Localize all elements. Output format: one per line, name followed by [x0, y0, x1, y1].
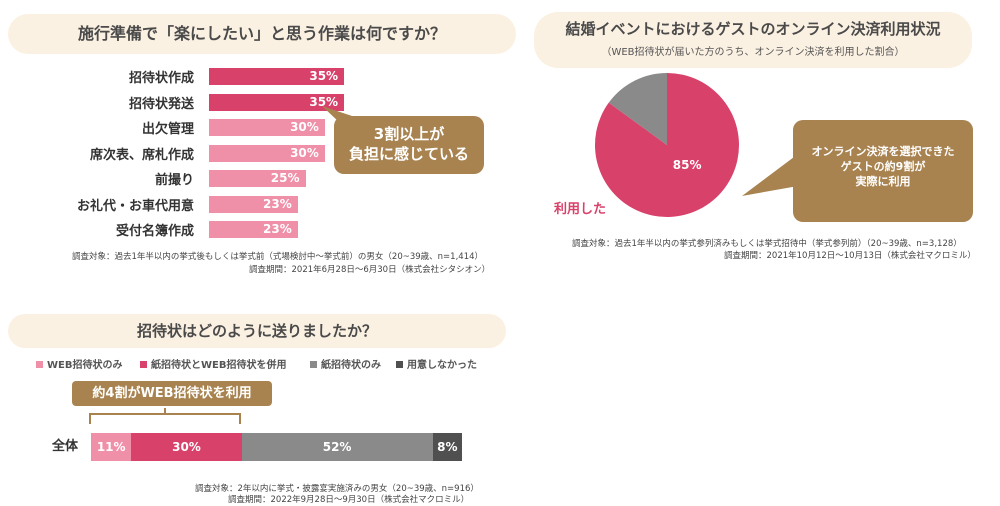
chart1-value-label: 25% [270, 171, 300, 185]
chart1-category-label: お礼代・お車代用意 [76, 198, 194, 214]
chart3-note-subject: 調査対象：2年以内に挙式・披露宴実施済みの男女（20~39歳、n=916） [195, 484, 479, 494]
chart1-bar: 30% [209, 119, 325, 136]
chart1-bar: 23% [209, 195, 298, 213]
chart2-callout-line3: 実際に利用 [855, 175, 911, 188]
chart1-bar: 35% [209, 68, 345, 85]
chart3-note-period: 調査期間：2022年9月28日～9月30日（株式会社マクロミル） [228, 495, 470, 505]
chart1-bar: 30% [209, 144, 325, 162]
chart2-callout: オンライン決済を選択できた ゲストの約9割が 実際に利用 [793, 120, 973, 222]
chart3-category-label: 全体 [52, 439, 79, 454]
chart1-category-label: 招待状作成 [128, 71, 194, 86]
chart1-note-period: 調査期間：2021年6月28日～6月30日（株式会社シタシオン） [249, 265, 491, 275]
legend-label: 用意しなかった [407, 360, 477, 371]
chart3-segment-label: 30% [172, 440, 201, 454]
legend-item-none: 用意しなかった [396, 356, 477, 371]
chart3-callout: 約4割がWEB招待状を利用 [72, 381, 272, 406]
chart2-note-subject: 調査対象：過去1年半以内の挙式参列済みもしくは挙式招待中（挙式参列前）（20~3… [572, 239, 962, 249]
chart2-callout-pointer [742, 154, 798, 196]
chart1-value-label: 23% [263, 222, 292, 236]
chart1-category-label: 出欠管理 [141, 122, 194, 137]
chart1-category-label: 招待状発送 [128, 96, 194, 112]
chart3-segment: 30% [131, 433, 242, 461]
chart1-category-label: 前撮り [154, 173, 194, 188]
legend-item-web-only: WEB招待状のみ [36, 356, 122, 371]
chart2-callout-line2: ゲストの約9割が [840, 160, 926, 173]
chart2-slice-value: 85% [673, 158, 702, 172]
chart3-segment-label: 11% [96, 440, 126, 454]
legend-item-paper-only: 紙招待状のみ [310, 356, 381, 371]
chart1-note-subject: 調査対象：過去1年半以内の挙式後もしくは挙式前（式場検討中～挙式前）の男女（20… [72, 252, 484, 262]
chart3-segment: 8% [432, 433, 462, 461]
chart3-title: 招待状はどのように送りましたか？ [8, 314, 506, 348]
chart1-value-label: 23% [263, 196, 292, 211]
chart2-title: 結婚イベントにおけるゲストのオンライン決済利用状況 [565, 20, 941, 38]
chart1-value-label: 35% [309, 69, 339, 83]
chart1-value-label: 30% [290, 120, 319, 134]
chart1-callout-line1: 3割以上が [373, 125, 445, 143]
chart2-callout-line1: オンライン決済を選択できた [811, 145, 955, 158]
chart3-segment: 11% [91, 433, 132, 461]
legend-label: 紙招待状のみ [321, 360, 381, 371]
chart1-bar: 25% [209, 170, 306, 187]
chart3-bracket [89, 408, 241, 424]
chart1-value-label: 35% [309, 94, 339, 109]
legend-item-both: 紙招待状とWEB招待状を併用 [140, 356, 286, 371]
legend-label: 紙招待状とWEB招待状を併用 [151, 360, 287, 371]
chart2-slice-label: 利用した [554, 202, 607, 217]
chart1-callout-line2: 負担に感じている [348, 145, 469, 163]
chart3-segment-label: 52% [322, 440, 352, 454]
chart1-title: 施行準備で「楽にしたい」と思う作業は何ですか？ [8, 14, 516, 54]
chart2-pie: 85% [595, 73, 739, 217]
chart1-category-label: 受付名簿作成 [115, 224, 194, 239]
legend-label: WEB招待状のみ [47, 360, 123, 371]
chart1-callout: 3割以上が 負担に感じている [334, 116, 484, 174]
chart1-value-label: 30% [290, 145, 319, 160]
chart1-category-label: 席次表、席札作成 [89, 147, 194, 163]
chart2-pie-slice [608, 73, 667, 145]
chart3-segment: 52% [241, 433, 433, 461]
chart2-note-period: 調査期間：2021年10月12日～10月13日（株式会社マクロミル） [724, 251, 976, 261]
chart2-subtitle: （WEB招待状が届いた方のうち、オンライン決済を利用した割合） [601, 47, 905, 58]
chart1-bar: 23% [209, 221, 298, 238]
chart2-title-block: 結婚イベントにおけるゲストのオンライン決済利用状況 （WEB招待状が届いた方のう… [534, 12, 972, 68]
chart1-bar: 35% [209, 93, 345, 111]
chart3-segment-label: 8% [437, 440, 458, 454]
